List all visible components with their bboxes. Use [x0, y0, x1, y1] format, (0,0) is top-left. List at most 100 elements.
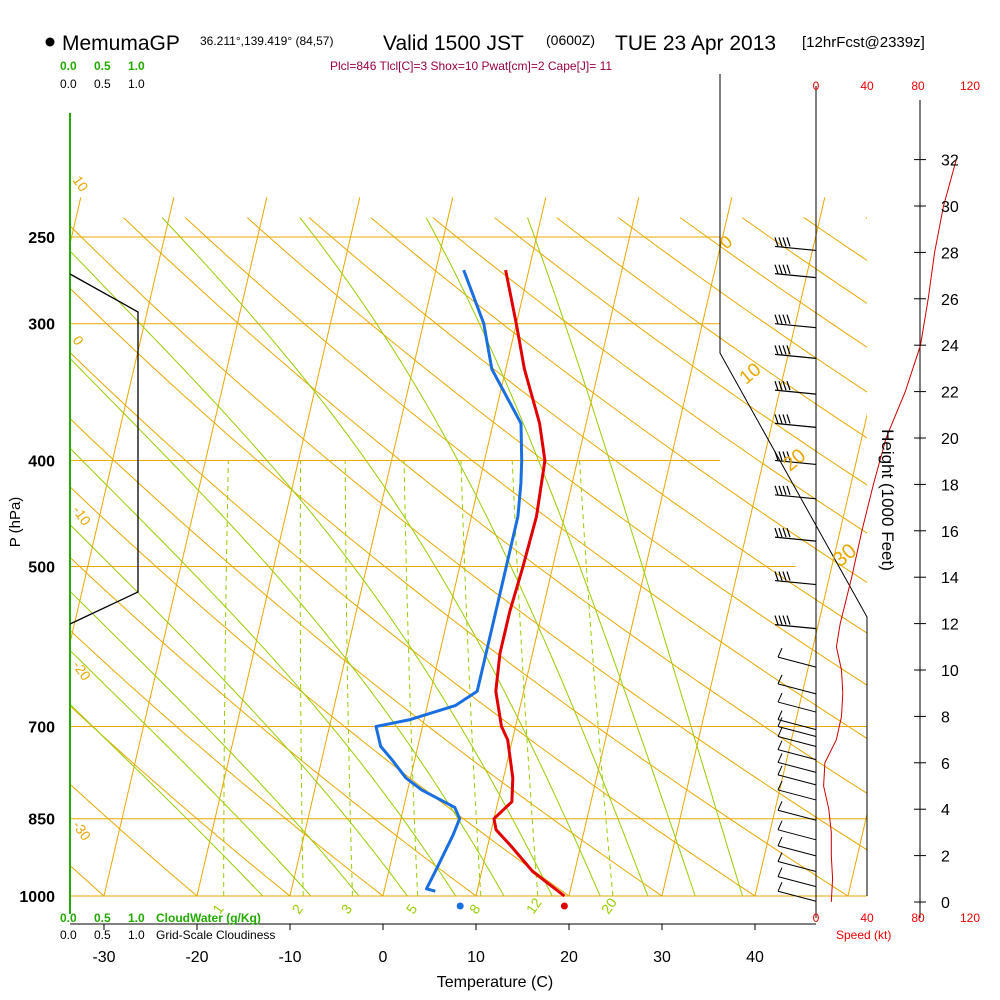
station-coords: 36.211°,139.419° (84,57) [200, 34, 333, 48]
isotherm-line [568, 197, 733, 896]
height-tick-label: 28 [941, 245, 959, 262]
dry-adiabat-line [70, 705, 291, 896]
mixing-ratio-label: 2 [288, 901, 306, 917]
wind-barb [774, 571, 817, 586]
cloud-water-scale-bottom-1: 0.5 [94, 911, 111, 925]
mixing-ratio-lines [223, 460, 614, 896]
dry-adiabat-line [308, 217, 867, 634]
theta-label: 30 [828, 539, 861, 572]
dry-adiabat-line [70, 783, 198, 896]
isotherm-line [196, 197, 361, 896]
dry-adiabat-line [494, 217, 867, 486]
height-tick-label: 22 [941, 385, 959, 402]
speed-top-tick-1: 40 [860, 79, 874, 93]
wind-barb [777, 852, 817, 872]
wind-barb [774, 314, 817, 329]
wind-barb [777, 710, 817, 731]
pressure-tick-label: 300 [28, 317, 55, 334]
isotherm-line [475, 197, 640, 896]
pressure-tick-label: 700 [28, 719, 55, 736]
cloud-water-scale-bottom-0: 0.0 [60, 911, 77, 925]
moist-adiabat-line [527, 217, 744, 896]
isotherm-line [382, 197, 547, 896]
speed-bottom-tick-0: 0 [813, 911, 820, 925]
height-tick-label: 26 [941, 292, 959, 309]
dry-adiabat-line [556, 217, 867, 439]
height-tick-label: 6 [941, 756, 950, 773]
moist-adiabat-line [70, 357, 505, 896]
dry-adiabat-line [70, 225, 867, 851]
isotherm-line [103, 197, 268, 896]
surface-dewpoint-marker [456, 902, 464, 910]
mixing-ratio-line [460, 460, 482, 896]
isotherm-line [847, 812, 867, 896]
dry-adiabat-line [246, 217, 867, 686]
wind-speed-profile [823, 159, 957, 903]
surface-markers [456, 902, 568, 910]
moist-adiabat-lines [70, 217, 744, 896]
dry-adiabat-line [184, 217, 867, 740]
pressure-lines [70, 236, 867, 897]
moist-adiabat-line [70, 250, 553, 896]
mixing-ratio-label: 8 [466, 901, 484, 917]
dry-adiabat-line [70, 864, 105, 896]
valid-date: TUE 23 Apr 2013 [615, 32, 776, 55]
isotherm-lines [70, 197, 867, 896]
moist-adiabat-line [70, 703, 264, 896]
pressure-tick-label: 1000 [19, 889, 55, 906]
height-tick-label: 20 [941, 431, 959, 448]
isotherm-label: 10 [70, 173, 92, 195]
wind-barb [777, 820, 817, 841]
speed-top-tick-0: 0 [813, 79, 820, 93]
x-tick-label: 30 [653, 949, 671, 966]
valid-time: Valid 1500 JST [383, 32, 524, 55]
x-tick-label: 20 [560, 949, 578, 966]
dry-adiabat-lines [70, 217, 867, 896]
mixing-ratio-label: 3 [338, 901, 356, 917]
height-tick-label: 18 [941, 477, 959, 494]
pressure-tick-label: 250 [28, 230, 55, 247]
speed-axis-label: Speed (kt) [836, 928, 891, 942]
isotherm-line [70, 197, 175, 645]
height-tick-label: 16 [941, 524, 959, 541]
x-tick-label: 10 [467, 949, 485, 966]
mixing-ratio-label: 20 [598, 895, 620, 917]
forecast-label: [12hrFcst@2339z] [802, 34, 925, 51]
moist-adiabat-line [161, 217, 601, 896]
wind-barbs [774, 237, 817, 902]
dry-adiabat-line [70, 486, 570, 896]
height-tick-label: 10 [941, 663, 959, 680]
cloudiness-scale-bottom-1: 0.5 [94, 928, 111, 942]
dewpoint-profile [374, 269, 524, 893]
isotherm-label: 0 [70, 333, 88, 349]
height-tick-label: 32 [941, 153, 959, 170]
moist-adiabat-line [299, 217, 649, 896]
wind-barb [777, 753, 817, 773]
wind-barb [777, 765, 817, 786]
wind-barb [774, 615, 817, 630]
dry-adiabat-line [432, 217, 867, 534]
isotherm-line [754, 413, 867, 896]
height-tick-label: 30 [941, 199, 959, 216]
speed-bottom-tick-1: 40 [860, 911, 874, 925]
cloudiness-scale-bottom-2: 1.0 [128, 928, 145, 942]
wind-barb [777, 780, 817, 801]
diagram-right-boundary [719, 74, 868, 896]
dry-adiabat-line [70, 417, 663, 896]
x-tick-label: 40 [746, 949, 764, 966]
wind-barb [777, 882, 817, 902]
speed-top-tick-3: 120 [960, 79, 980, 93]
height-tick-label: 2 [941, 849, 950, 866]
y-axis-title: P (hPa) [7, 497, 24, 548]
x-tick-label: -30 [92, 949, 115, 966]
wind-barb [774, 527, 817, 542]
mixing-ratio-line [223, 460, 229, 896]
wind-barb [774, 345, 817, 359]
x-axis-title: Temperature (C) [437, 974, 553, 991]
wind-barb [777, 740, 817, 761]
dry-adiabat-line [370, 217, 867, 584]
valid-zulu: (0600Z) [546, 32, 595, 48]
mixing-ratio-line [344, 460, 353, 896]
